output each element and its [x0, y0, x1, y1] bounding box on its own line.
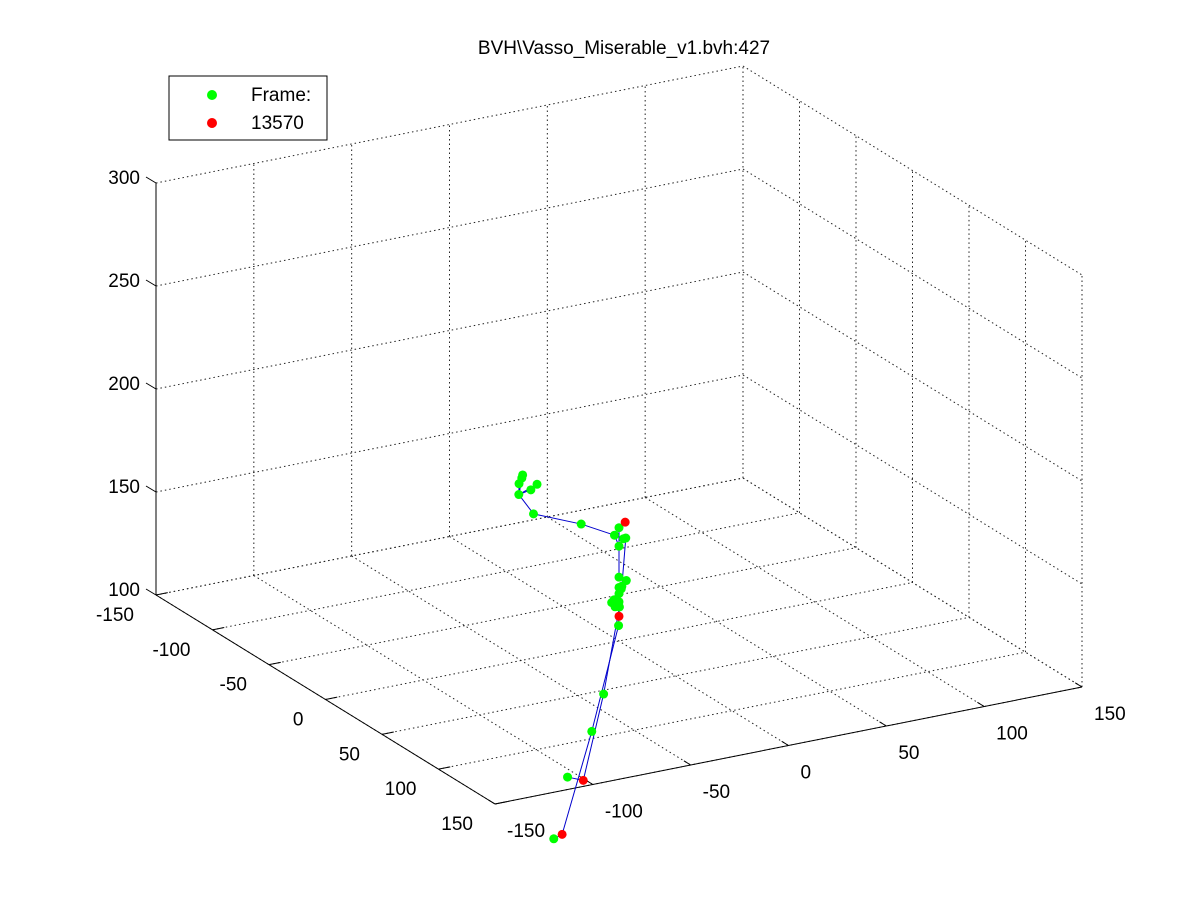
y-tick-label: 150 [1094, 704, 1126, 725]
joint-hips [614, 611, 624, 621]
x-tick-label: 150 [441, 814, 473, 835]
left-wall-gridline-z [155, 65, 744, 184]
joint-head [614, 523, 624, 533]
z-tick-label: 150 [108, 477, 140, 498]
left-wall-gridline-z [155, 477, 744, 596]
joint-lshoulder [576, 519, 586, 529]
x-tick-mark [381, 731, 394, 735]
joint-rhand2 [607, 598, 617, 608]
x-tick-mark [438, 766, 451, 770]
back-wall-gridline-z [742, 477, 1083, 688]
joint-rhip [614, 621, 624, 631]
legend-box [168, 75, 328, 141]
joint-lclav [609, 530, 619, 540]
y-tick-label: -150 [507, 821, 545, 842]
x-tick-mark [325, 696, 338, 700]
floor-gridline-y [547, 516, 887, 727]
legend-label-frame: Frame: [251, 85, 311, 106]
back-wall-gridline-z [742, 168, 1083, 379]
x-tick-label: -50 [220, 675, 247, 696]
joint-lhand5 [526, 485, 536, 495]
joint-lankle [578, 775, 588, 785]
joint-lhand4 [532, 479, 542, 489]
skeleton-joints [514, 470, 631, 844]
left-wall-gridline-z [155, 271, 744, 390]
joint-headtop [620, 517, 630, 527]
legend: Frame: 13570 [168, 75, 328, 141]
joint-neck [614, 541, 624, 551]
floor-gridline-x [381, 616, 970, 735]
joint-rknee [587, 726, 597, 736]
joint-ltoe [563, 772, 573, 782]
joint-rtoe [549, 834, 559, 844]
y-tick-mark [977, 701, 985, 707]
floor-gridline-y [449, 536, 789, 746]
floor-gridline-x [212, 512, 800, 631]
z-tick-mark [145, 176, 157, 184]
y-tick-label: 50 [898, 743, 919, 764]
y-tick-mark [1074, 682, 1083, 688]
bone-lclav-lshoulder [581, 523, 615, 536]
z-tick-label: 200 [108, 374, 140, 395]
x-tick-label: 0 [293, 710, 304, 731]
bone-rhip-rknee [591, 625, 620, 732]
bone-lshoulder-lelbow [533, 513, 582, 525]
joint-rankle [557, 829, 567, 839]
back-wall-gridline-z [742, 374, 1083, 585]
joint-lknee [599, 689, 609, 699]
z-tick-mark [145, 485, 157, 493]
z-tick-label: 100 [108, 580, 140, 601]
bone-lknee-lankle [582, 693, 605, 781]
x-tick-label: 100 [385, 779, 417, 800]
joint-lhand3 [518, 470, 528, 480]
z-tick-mark [145, 279, 157, 287]
tick-label-layer: -150 -100 -50 0 50 100 150 -150 -100 -50 0 50 100 150… [96, 168, 1126, 842]
z-tick-label: 250 [108, 271, 140, 292]
floor-gridline-x [438, 651, 1026, 770]
chart-title: BVH\Vasso_Miserable_v1.bvh:427 [478, 38, 770, 59]
floor-gridline-y [253, 575, 594, 785]
back-wall-gridline-z [742, 271, 1083, 482]
joint-lwrist [514, 490, 524, 500]
x-tick-mark [268, 661, 281, 666]
bone-rknee-rankle [561, 731, 593, 835]
joint-lelbow [529, 509, 539, 519]
z-tick-label: 300 [108, 168, 140, 189]
x-tick-label: -100 [152, 640, 190, 661]
y-tick-label: 0 [801, 763, 812, 784]
joint-spine6 [614, 572, 624, 582]
floor-gridline-x [268, 547, 857, 666]
legend-marker-frame [207, 90, 217, 100]
z-tick-mark [145, 588, 157, 596]
floor-gridline-y [351, 555, 691, 766]
y-tick-label: 100 [996, 724, 1028, 745]
y-tick-mark [487, 799, 496, 805]
joint-rshoulder [621, 533, 631, 543]
joint-relbow [617, 581, 627, 591]
legend-label-number: 13570 [251, 113, 304, 134]
y-tick-mark [683, 760, 691, 766]
y-tick-mark [879, 721, 887, 727]
x-tick-mark [494, 801, 507, 805]
y-tick-label: -50 [703, 782, 730, 803]
x-tick-label: 50 [339, 744, 360, 765]
left-wall-gridline-z [155, 168, 744, 287]
floor-gridline-y [644, 497, 985, 707]
legend-marker-number [207, 118, 217, 128]
left-wall-gridline-z [155, 374, 744, 493]
x-tick-mark [155, 592, 168, 596]
x-tick-label: -150 [96, 605, 134, 626]
axis-layer [145, 176, 1083, 805]
x-tick-mark [212, 627, 225, 631]
y-tick-label: -100 [605, 802, 643, 823]
y-tick-mark [781, 740, 789, 746]
back-wall-gridline-z [742, 65, 1083, 276]
z-tick-mark [145, 382, 157, 390]
